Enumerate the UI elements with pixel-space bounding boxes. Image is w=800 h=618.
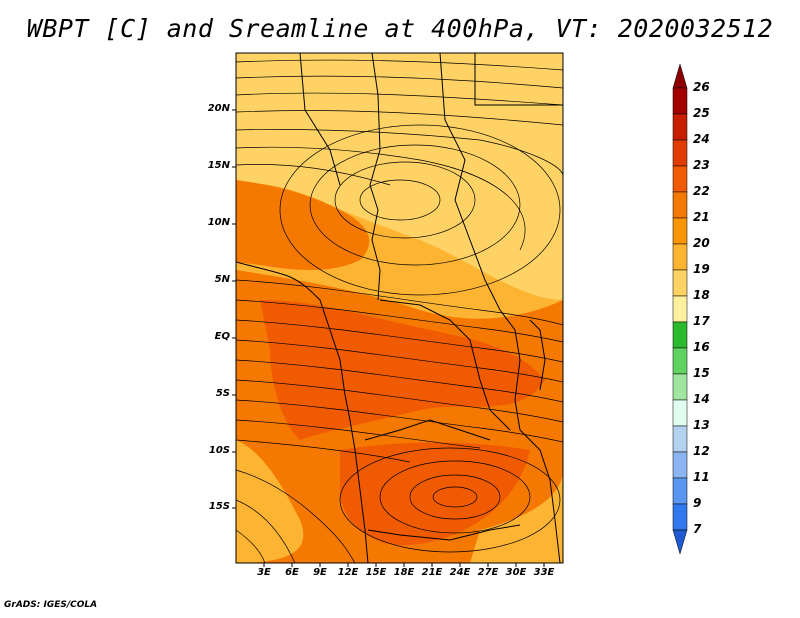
colorbar-swatch — [672, 139, 688, 167]
wbpt-field-20-sw — [236, 440, 304, 563]
colorbar-label: 25 — [693, 106, 710, 120]
colorbar-label: 18 — [693, 288, 710, 302]
colorbar-bottom-arrow — [672, 529, 688, 555]
colorbar-swatch — [672, 477, 688, 505]
colorbar-label: 14 — [693, 392, 710, 406]
colorbar-swatch — [672, 217, 688, 245]
map-frame — [235, 52, 564, 564]
wbpt-field-22-west — [236, 180, 370, 270]
colorbar-label: 22 — [693, 184, 710, 198]
lon-label-27e: 27E — [477, 567, 499, 578]
colorbar-swatch — [672, 425, 688, 453]
colorbar-swatch — [672, 347, 688, 375]
lat-label-10s: 10S — [208, 445, 230, 456]
lat-label-5s: 5S — [215, 388, 230, 399]
wbpt-field-23-south — [340, 442, 530, 546]
colorbar-label: 26 — [693, 80, 710, 94]
axis-ticks — [232, 109, 545, 567]
streamlines — [236, 59, 563, 563]
lat-label-15n: 15N — [207, 160, 230, 171]
wbpt-field-19 — [236, 53, 563, 300]
colorbar-swatch — [672, 269, 688, 297]
colorbar-swatch — [672, 321, 688, 349]
lat-label-5n: 5N — [214, 274, 230, 285]
lat-label-20n: 20N — [207, 103, 230, 114]
lat-label-eq: EQ — [214, 331, 230, 342]
colorbar — [672, 63, 688, 555]
lon-label-33e: 33E — [533, 567, 555, 578]
lon-label-3e: 3E — [257, 567, 271, 578]
colorbar-label: 23 — [693, 158, 710, 172]
credit-text: GrADS: IGES/COLA — [4, 600, 98, 610]
colorbar-top-arrow — [672, 63, 688, 89]
country-borders — [236, 53, 563, 563]
colorbar-swatch — [672, 503, 688, 531]
lon-label-30e: 30E — [505, 567, 527, 578]
colorbar-label: 11 — [693, 470, 710, 484]
colorbar-label: 15 — [693, 366, 710, 380]
colorbar-swatch — [672, 373, 688, 401]
wbpt-field-20-se — [470, 470, 563, 563]
colorbar-label: 9 — [693, 496, 702, 510]
colorbar-swatch — [672, 113, 688, 141]
lon-label-24e: 24E — [449, 567, 471, 578]
colorbar-label: 12 — [693, 444, 710, 458]
lon-label-15e: 15E — [365, 567, 387, 578]
lon-label-21e: 21E — [421, 567, 443, 578]
map-title: WBPT [C] and Sreamline at 400hPa, VT: 20… — [26, 14, 774, 43]
lon-label-12e: 12E — [337, 567, 359, 578]
colorbar-label: 7 — [693, 522, 702, 536]
colorbar-swatch — [672, 165, 688, 193]
colorbar-swatch — [672, 295, 688, 323]
colorbar-swatch — [672, 451, 688, 479]
colorbar-swatch — [672, 399, 688, 427]
colorbar-label: 13 — [693, 418, 710, 432]
lon-label-18e: 18E — [393, 567, 415, 578]
colorbar-label: 21 — [693, 210, 710, 224]
lat-label-10n: 10N — [207, 217, 230, 228]
lon-label-6e: 6E — [285, 567, 299, 578]
colorbar-label: 20 — [693, 236, 710, 250]
colorbar-swatch — [672, 191, 688, 219]
colorbar-swatch — [672, 243, 688, 271]
map-area — [236, 53, 563, 563]
colorbar-label: 16 — [693, 340, 710, 354]
colorbar-label: 19 — [693, 262, 710, 276]
colorbar-label: 17 — [693, 314, 710, 328]
lat-label-15s: 15S — [208, 501, 230, 512]
colorbar-swatch — [672, 87, 688, 115]
lon-label-9e: 9E — [313, 567, 327, 578]
colorbar-label: 24 — [693, 132, 710, 146]
